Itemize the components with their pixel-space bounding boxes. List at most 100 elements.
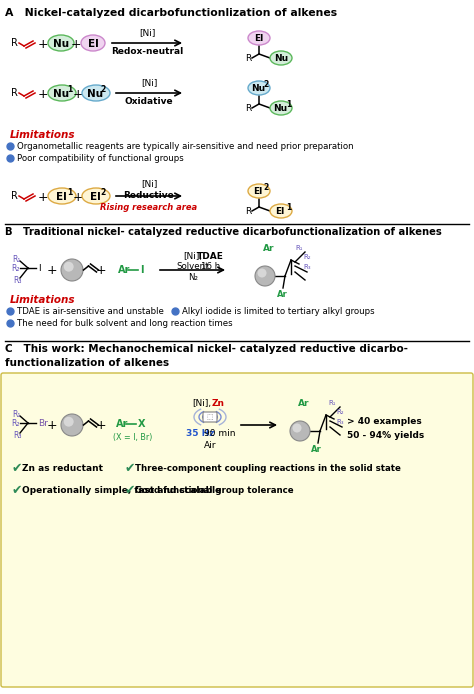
Circle shape [255, 266, 275, 286]
Text: +: + [73, 87, 83, 101]
Circle shape [61, 259, 83, 281]
Text: I: I [140, 265, 144, 275]
Text: El: El [275, 207, 284, 216]
Ellipse shape [248, 81, 270, 95]
Text: Alkyl iodide is limited to tertiary alkyl groups: Alkyl iodide is limited to tertiary alky… [182, 307, 374, 316]
Ellipse shape [270, 204, 292, 218]
Ellipse shape [82, 85, 110, 101]
Circle shape [61, 414, 83, 436]
Ellipse shape [248, 184, 270, 198]
Text: +: + [96, 264, 106, 276]
Text: Nu: Nu [53, 38, 69, 49]
Text: ✔: ✔ [12, 484, 22, 496]
Text: [Ni]: [Ni] [141, 180, 157, 189]
Text: Poor compatibility of functional groups: Poor compatibility of functional groups [17, 154, 184, 163]
Ellipse shape [270, 51, 292, 65]
Text: El: El [254, 187, 263, 196]
Text: 2: 2 [101, 85, 106, 94]
Text: I: I [38, 264, 41, 273]
Text: ✔: ✔ [12, 462, 22, 475]
Text: El: El [90, 192, 100, 201]
Text: Ar: Ar [298, 398, 310, 407]
Text: R₁: R₁ [328, 400, 336, 406]
Text: R: R [11, 88, 18, 98]
Text: Nu: Nu [87, 89, 103, 99]
Text: ⬚: ⬚ [207, 414, 213, 420]
Text: R₁: R₁ [12, 255, 20, 264]
Text: Oxidative: Oxidative [125, 96, 173, 105]
Text: R₃: R₃ [336, 419, 344, 425]
Text: Ar: Ar [118, 265, 130, 275]
Text: R₂: R₂ [12, 418, 20, 428]
Text: [Ni]: [Ni] [139, 28, 155, 37]
Text: TDAE is air-sensitive and unstable: TDAE is air-sensitive and unstable [17, 307, 164, 316]
Text: Nu: Nu [53, 89, 69, 99]
Ellipse shape [248, 31, 270, 45]
Text: A   Nickel-catalyzed dicarbofunctionlization of alkenes: A Nickel-catalyzed dicarbofunctionlizati… [5, 8, 337, 18]
Text: Organometallic reagents are typically air-sensitive and need prior preparation: Organometallic reagents are typically ai… [17, 142, 354, 151]
Text: El: El [255, 34, 264, 43]
Circle shape [64, 262, 73, 271]
Text: R₃: R₃ [14, 276, 22, 285]
Ellipse shape [270, 101, 292, 115]
FancyBboxPatch shape [1, 373, 473, 687]
Text: R: R [245, 103, 251, 112]
Text: 2: 2 [264, 80, 269, 89]
Text: Br: Br [38, 418, 48, 428]
Text: 90 min: 90 min [204, 428, 236, 437]
Ellipse shape [48, 35, 74, 51]
Text: 1: 1 [67, 187, 72, 196]
Text: 1: 1 [67, 85, 72, 94]
Ellipse shape [82, 188, 110, 204]
Text: B   Traditional nickel- catalyzed reductive dicarbofunctionalization of alkenes: B Traditional nickel- catalyzed reductiv… [5, 227, 442, 237]
Text: Nu: Nu [251, 84, 265, 93]
Text: [Ni],: [Ni], [192, 398, 211, 407]
Text: Ar: Ar [277, 289, 288, 298]
Ellipse shape [48, 85, 76, 101]
Text: R₁: R₁ [12, 409, 20, 418]
Text: (X = I, Br): (X = I, Br) [113, 432, 152, 441]
Text: [Ni]: [Ni] [141, 78, 157, 87]
Text: +: + [38, 37, 48, 51]
Text: Ar: Ar [311, 444, 322, 453]
Text: R: R [245, 207, 251, 216]
Text: 2: 2 [264, 183, 269, 192]
Text: Rising research area: Rising research area [100, 203, 198, 212]
Text: 50 - 94% yields: 50 - 94% yields [347, 430, 424, 439]
Circle shape [292, 423, 301, 432]
Text: R: R [11, 191, 18, 201]
Text: ✔: ✔ [125, 462, 136, 475]
Text: R: R [11, 38, 18, 48]
Text: C   This work: Mechanochemical nickel- catalyzed reductive dicarbo-: C This work: Mechanochemical nickel- cat… [5, 344, 408, 354]
Text: R₁: R₁ [295, 245, 302, 251]
Text: El: El [55, 192, 66, 201]
Text: +: + [73, 190, 83, 203]
Text: Zn: Zn [211, 398, 225, 407]
Text: 1: 1 [286, 203, 291, 212]
Text: Nu: Nu [274, 54, 288, 63]
Text: R₂: R₂ [336, 409, 344, 415]
Text: +: + [71, 37, 82, 51]
Text: +: + [46, 264, 57, 276]
Circle shape [64, 417, 73, 427]
Text: ✔: ✔ [125, 484, 136, 496]
Text: Ar: Ar [263, 244, 274, 253]
Text: Three-component coupling reactions in the solid state: Three-component coupling reactions in th… [135, 464, 401, 473]
Text: Operationally simple, fast and scalable: Operationally simple, fast and scalable [22, 486, 221, 495]
Text: R₃: R₃ [14, 430, 22, 439]
Text: +: + [38, 87, 48, 101]
Text: R₂: R₂ [12, 264, 20, 273]
Circle shape [290, 421, 310, 441]
Text: Zn as reductant: Zn as reductant [22, 464, 103, 473]
Text: R: R [245, 53, 251, 62]
Text: +: + [96, 418, 106, 432]
Text: +: + [46, 418, 57, 432]
Ellipse shape [81, 35, 105, 51]
Text: R₃: R₃ [303, 264, 310, 270]
Text: Good functional group tolerance: Good functional group tolerance [135, 486, 293, 495]
Circle shape [257, 269, 266, 278]
Text: Air: Air [204, 441, 216, 450]
Text: The need for bulk solvent and long reaction times: The need for bulk solvent and long react… [17, 319, 233, 328]
Text: 16 h: 16 h [201, 262, 220, 271]
Text: +: + [38, 190, 48, 203]
